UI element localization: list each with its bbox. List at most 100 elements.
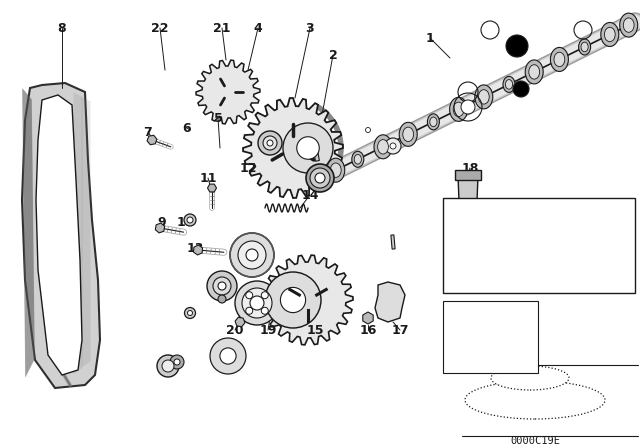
Ellipse shape [623,18,634,32]
Text: 17: 17 [391,323,409,336]
Circle shape [261,292,268,299]
Ellipse shape [399,122,417,146]
Circle shape [461,100,475,114]
Circle shape [246,292,253,299]
Ellipse shape [428,114,440,130]
Text: Conflusione: Conflusione [543,279,588,288]
Polygon shape [207,184,216,192]
Ellipse shape [604,27,615,42]
Circle shape [250,296,264,310]
Circle shape [187,217,193,223]
Text: Bemsode: Bemsode [543,203,579,212]
Ellipse shape [430,117,437,127]
Polygon shape [363,312,373,324]
Polygon shape [196,60,260,124]
Ellipse shape [491,366,569,390]
Polygon shape [36,95,82,375]
Polygon shape [147,135,157,145]
Bar [443,301,538,373]
Text: 14: 14 [301,189,319,202]
Ellipse shape [479,90,489,104]
Ellipse shape [453,102,464,116]
Text: Gonnolo: Gonnolo [447,260,479,269]
Text: 22: 22 [151,22,169,34]
Polygon shape [375,282,405,322]
Circle shape [242,288,272,318]
Ellipse shape [374,135,392,159]
Circle shape [207,271,237,301]
Circle shape [267,140,273,146]
Ellipse shape [581,42,588,52]
Text: Prodilte cion: Prodilte cion [543,260,591,269]
Text: 23: 23 [481,254,499,267]
Text: 5: 5 [214,112,222,125]
Circle shape [230,233,274,277]
Circle shape [261,307,268,314]
Text: Fachsrement: Fachsrement [543,222,592,231]
Bar [455,170,481,180]
Text: 9: 9 [157,215,166,228]
Ellipse shape [327,158,345,182]
Ellipse shape [475,85,493,109]
Circle shape [258,131,282,155]
Circle shape [162,360,174,372]
Ellipse shape [465,381,605,419]
Circle shape [188,310,193,315]
Circle shape [306,164,334,192]
Circle shape [174,359,180,365]
Text: 10: 10 [176,215,194,228]
Circle shape [238,241,266,269]
Ellipse shape [579,39,591,55]
Circle shape [157,355,179,377]
Text: Listrange: Listrange [543,241,579,250]
Text: 6: 6 [182,121,191,134]
Circle shape [283,123,333,173]
Circle shape [385,138,401,154]
Text: 19: 19 [259,323,276,336]
Circle shape [265,272,321,328]
Ellipse shape [506,80,513,89]
Ellipse shape [354,155,362,164]
Text: 13: 13 [186,241,204,254]
Ellipse shape [403,127,413,142]
Circle shape [246,249,258,261]
Polygon shape [458,175,478,255]
Text: Motor: Motor [447,203,469,212]
Ellipse shape [378,140,388,154]
Circle shape [218,295,226,303]
Ellipse shape [450,97,468,121]
Text: 20: 20 [227,323,244,336]
Circle shape [170,355,184,369]
Circle shape [235,281,279,325]
Polygon shape [22,83,100,388]
Text: 11: 11 [199,172,217,185]
Text: 21: 21 [213,22,231,34]
Circle shape [210,338,246,374]
Ellipse shape [352,151,364,167]
Polygon shape [156,223,164,233]
Circle shape [184,307,195,319]
Text: 15: 15 [307,323,324,336]
Text: 3: 3 [306,22,314,34]
Ellipse shape [503,77,515,92]
Text: 1: 1 [426,31,435,44]
Text: O.bst: O.bst [447,222,467,231]
Ellipse shape [620,13,637,37]
Circle shape [218,282,226,290]
Polygon shape [193,245,202,255]
Polygon shape [263,255,353,345]
Circle shape [315,173,325,183]
Ellipse shape [601,22,619,47]
Circle shape [297,137,319,159]
Polygon shape [243,98,343,198]
Circle shape [213,277,231,295]
Polygon shape [235,317,245,327]
Ellipse shape [529,65,540,79]
Circle shape [310,168,330,188]
Circle shape [246,307,253,314]
Text: Limt'mb: Limt'mb [447,241,478,250]
Ellipse shape [330,163,341,177]
Circle shape [365,128,371,133]
Ellipse shape [550,47,568,71]
Circle shape [184,214,196,226]
